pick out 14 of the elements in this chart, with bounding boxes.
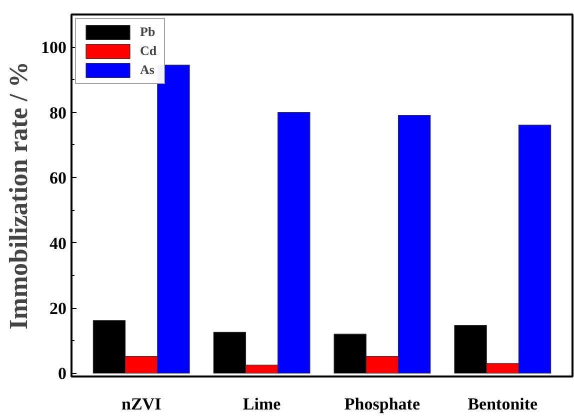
- legend-label: Pb: [140, 24, 156, 40]
- y-tick-label: 80: [50, 103, 66, 122]
- x-tick-label: Bentonite: [468, 394, 538, 414]
- y-axis-title: Immobilization rate / %: [4, 62, 33, 330]
- y-tick-label: 20: [50, 299, 66, 318]
- x-tick-label: nZVI: [122, 394, 162, 414]
- y-tick-label: 40: [50, 234, 66, 253]
- y-tick-label: 100: [41, 38, 66, 58]
- y-tick-label: 60: [50, 168, 66, 188]
- legend-label: Cd: [140, 43, 158, 59]
- x-tick-label: Phosphate: [344, 394, 420, 414]
- x-tick-label: Lime: [242, 394, 282, 414]
- legend-label: As: [140, 62, 156, 78]
- y-tick-label: 0: [58, 364, 66, 384]
